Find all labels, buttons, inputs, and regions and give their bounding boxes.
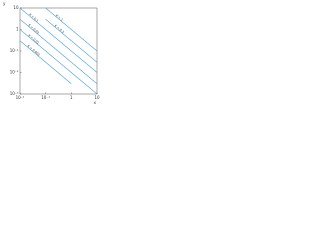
x-tick-label: 10⁻¹ [41, 95, 50, 100]
x-tick-label: 10⁻² [16, 95, 25, 100]
series-label: K = 1 [55, 13, 64, 21]
x-tick-label: 10 [94, 95, 100, 100]
series-line [20, 8, 97, 73]
series-label: K = 0.01 [28, 33, 41, 45]
y-tick-label: 10⁻² [10, 70, 19, 75]
y-tick-label: 10⁻³ [10, 91, 19, 96]
series-label: K = 0.003 [27, 44, 41, 57]
y-axis-title: y [3, 1, 6, 6]
series-label: K = 0.1 [28, 12, 39, 22]
series-line [20, 29, 97, 94]
y-tick-label: 10⁻¹ [10, 48, 19, 53]
x-axis-title: x [94, 100, 97, 105]
series-line [20, 40, 72, 84]
y-tick-label: 1 [16, 27, 19, 32]
page: {"chart_data": {"type": "line", "log_sca… [0, 0, 100, 107]
series-line [45, 8, 97, 52]
series-line [45, 19, 97, 63]
y-tick-label: 10 [13, 5, 19, 10]
series-label: K = 0.03 [28, 23, 41, 35]
series-line [20, 19, 97, 84]
x-tick-label: 1 [70, 95, 73, 100]
series-label: K = 0.3 [54, 24, 65, 34]
